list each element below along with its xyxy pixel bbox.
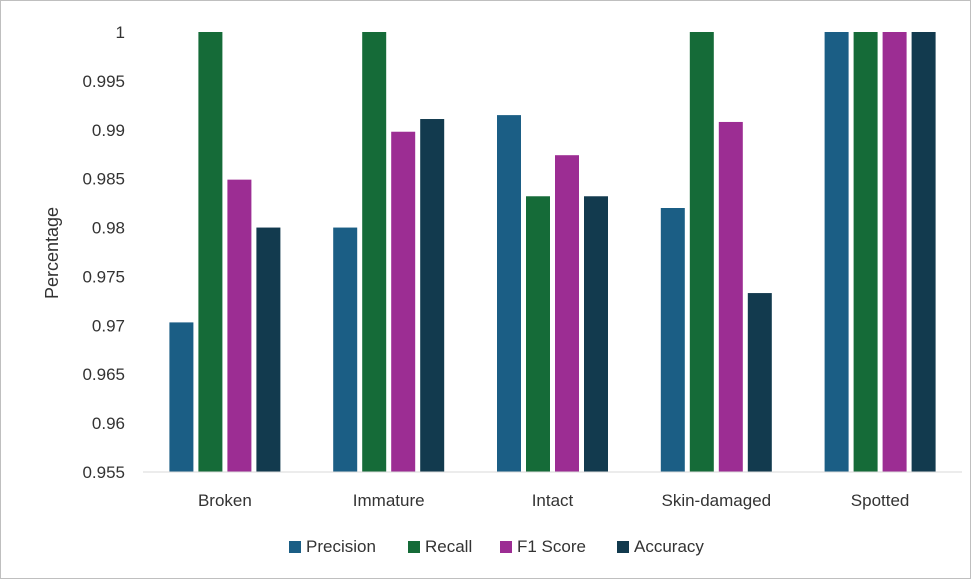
bar-accuracy — [420, 119, 445, 473]
y-tick-label: 0.96 — [92, 414, 125, 433]
legend-label: Accuracy — [634, 537, 704, 556]
bars — [169, 32, 936, 473]
category-labels: Broken Immature Intact Skin-damaged Spotted — [198, 491, 909, 510]
y-tick-label: 0.955 — [82, 463, 125, 482]
legend-label: Recall — [425, 537, 472, 556]
bar-precision — [169, 322, 194, 472]
legend-swatch — [617, 541, 629, 553]
y-tick-label: 0.98 — [92, 219, 125, 238]
bar-f1-score — [391, 131, 416, 472]
x-tick-label: Broken — [198, 491, 252, 510]
y-tick-label: 1 — [116, 23, 125, 42]
bar-accuracy — [256, 227, 281, 472]
bar-precision — [824, 32, 849, 472]
bar-precision — [497, 115, 521, 472]
y-tick-label: 0.99 — [92, 121, 125, 140]
legend-swatch — [408, 541, 420, 553]
y-tick-label: 0.97 — [92, 316, 125, 335]
bar-accuracy — [911, 32, 936, 472]
bar-recall — [853, 32, 878, 472]
y-tick-labels: 0.955 0.96 0.965 0.97 0.975 0.98 0.985 0.99 0.99… — [82, 23, 125, 482]
bar-precision — [660, 208, 685, 472]
legend-swatch — [289, 541, 301, 553]
legend: Precision Recall F1 Score Accuracy — [289, 537, 704, 556]
bar-precision — [333, 227, 358, 472]
bar-recall — [362, 32, 387, 472]
x-tick-label: Skin-damaged — [661, 491, 771, 510]
legend-swatch — [500, 541, 512, 553]
bar-accuracy — [584, 196, 608, 472]
bar-recall — [198, 32, 223, 472]
y-tick-label: 0.985 — [82, 170, 125, 189]
bar-accuracy — [747, 293, 772, 472]
legend-label: Precision — [306, 537, 376, 556]
y-tick-label: 0.965 — [82, 365, 125, 384]
y-tick-label: 0.995 — [82, 72, 125, 91]
y-tick-label: 0.975 — [82, 267, 125, 286]
bar-f1-score — [718, 121, 743, 472]
y-axis-label: Percentage — [42, 207, 62, 299]
x-tick-label: Immature — [353, 491, 425, 510]
bar-f1-score — [555, 155, 579, 472]
bar-recall — [526, 196, 550, 472]
legend-label: F1 Score — [517, 537, 586, 556]
x-tick-label: Intact — [532, 491, 574, 510]
x-tick-label: Spotted — [851, 491, 910, 510]
bar-f1-score — [227, 179, 252, 472]
bar-f1-score — [882, 32, 907, 472]
bar-recall — [689, 32, 714, 472]
